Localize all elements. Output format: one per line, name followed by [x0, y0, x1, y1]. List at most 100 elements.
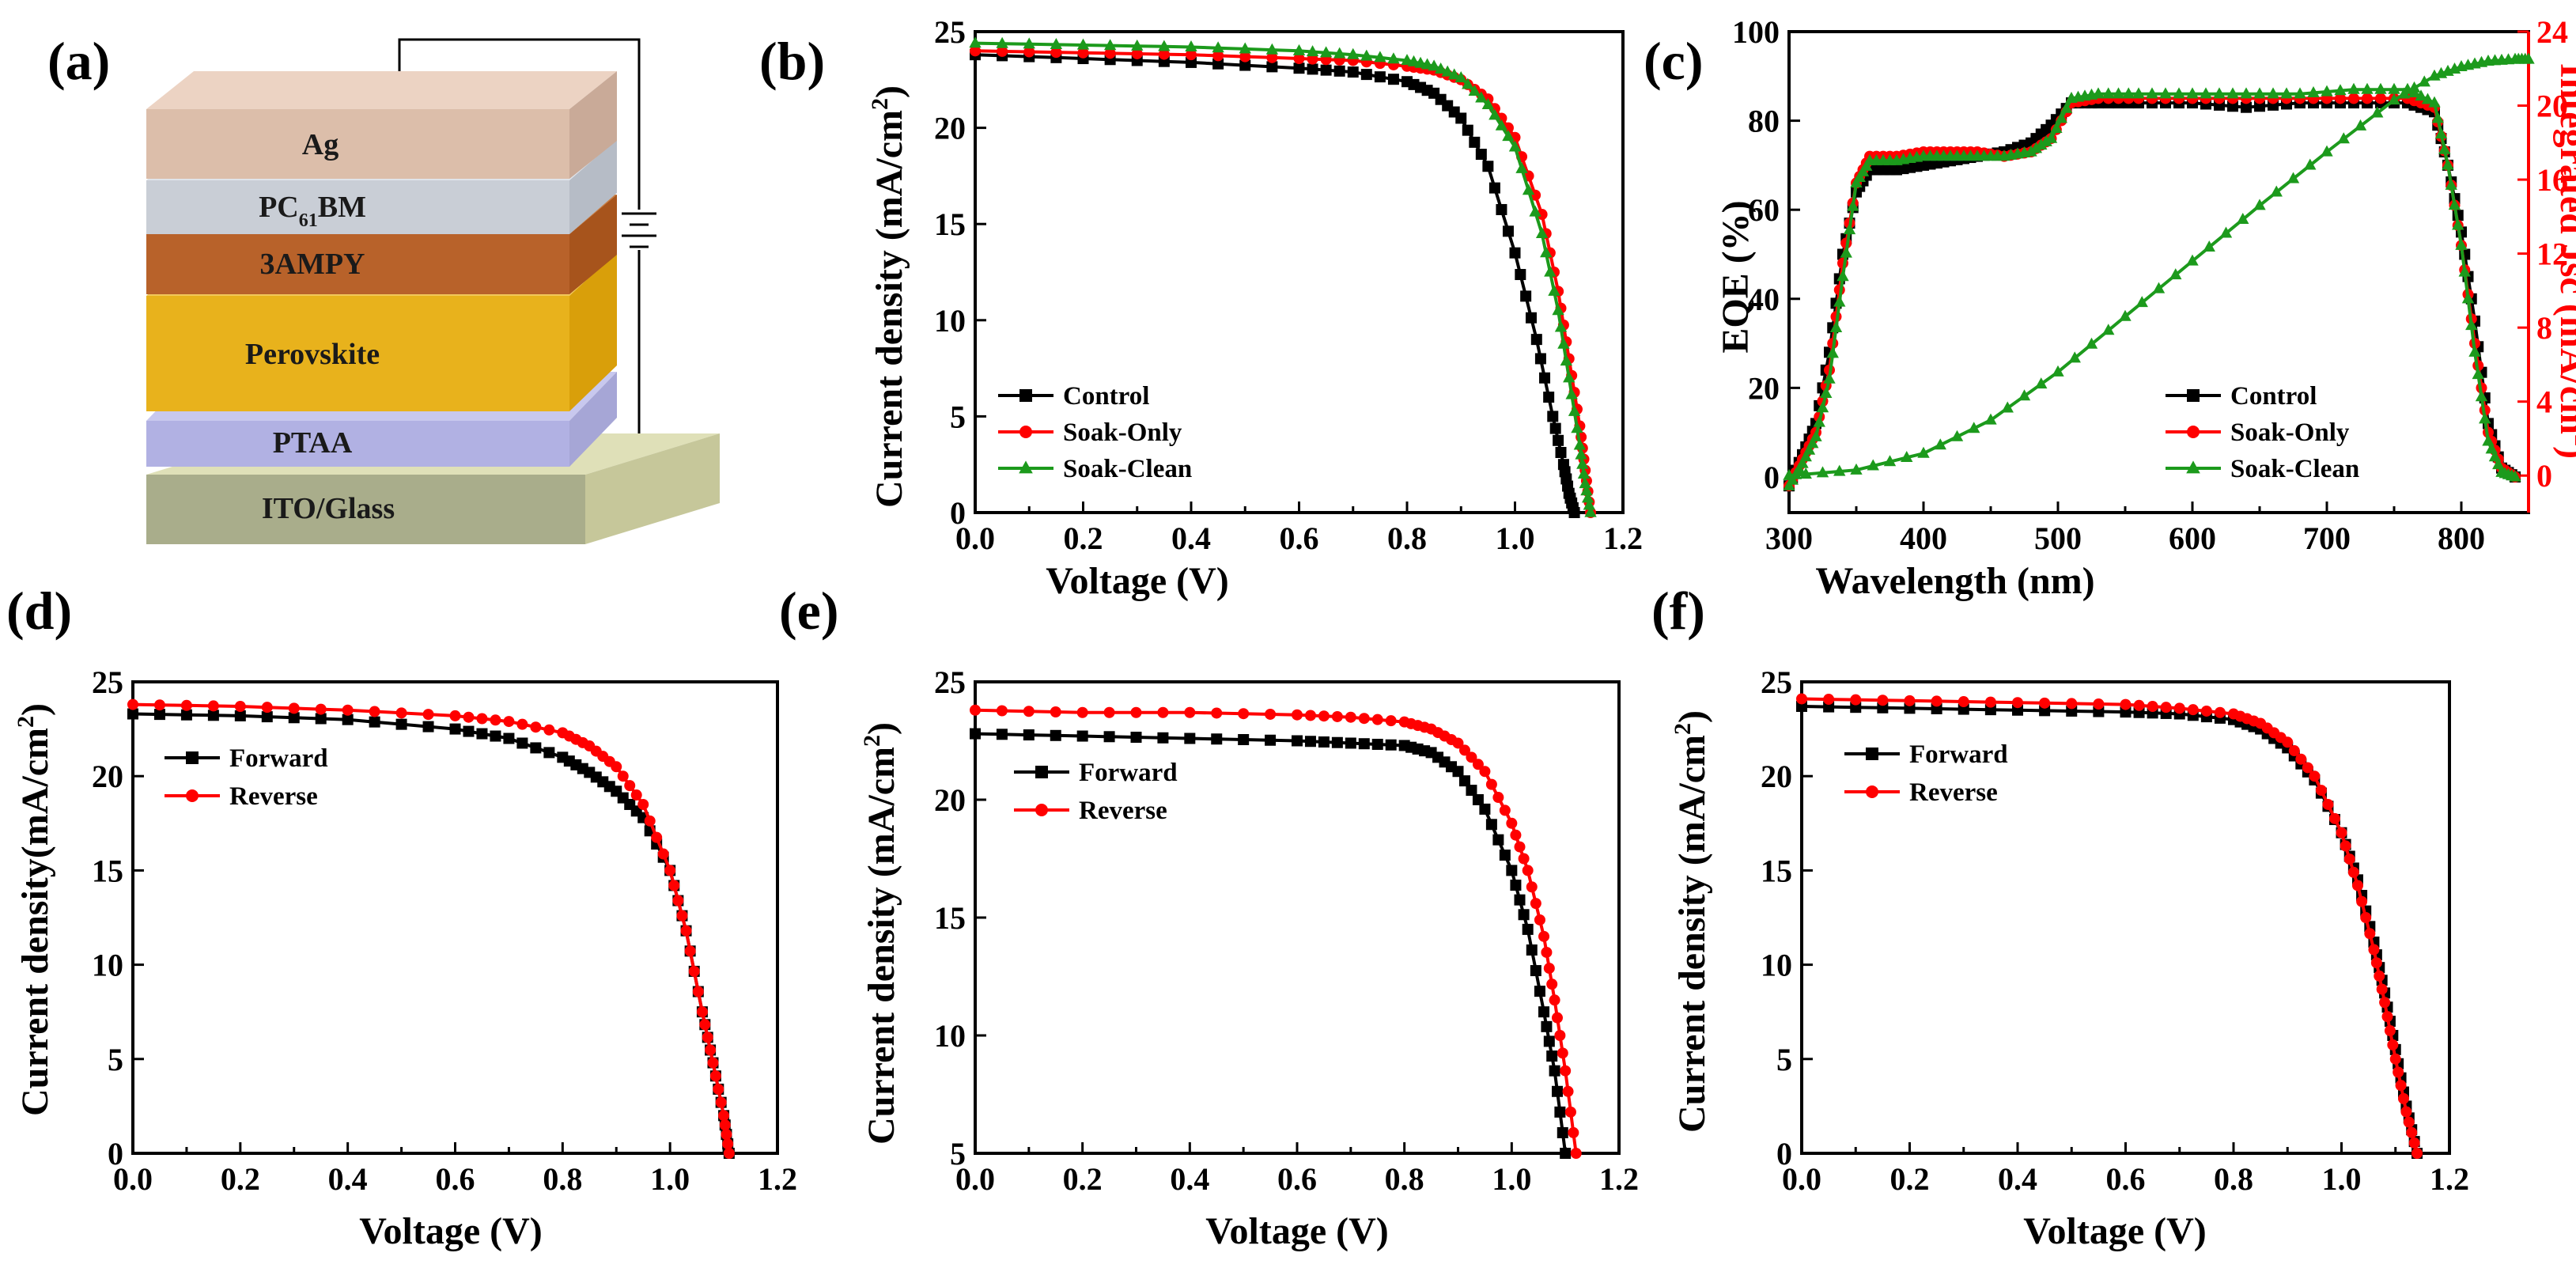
data-point: [1833, 295, 1846, 307]
x-tick-label: 0.6: [2106, 1161, 2146, 1197]
data-point: [1509, 247, 1521, 259]
data-point: [970, 704, 981, 716]
data-point: [2147, 700, 2158, 712]
data-point: [2187, 704, 2199, 716]
data-point: [1130, 732, 1142, 744]
data-point: [1984, 413, 1997, 425]
data-point: [1131, 39, 1144, 51]
series-line: [1801, 705, 2419, 1154]
legend-marker: [186, 789, 199, 802]
data-point: [1239, 51, 1251, 62]
y-tick-label: 5: [108, 1042, 123, 1077]
data-point: [2482, 434, 2495, 446]
data-point: [1904, 695, 1916, 706]
data-point: [1853, 170, 1866, 182]
legend-label: Control: [2230, 382, 2317, 411]
data-point: [969, 36, 982, 48]
series-line: [132, 702, 731, 1154]
data-point: [1534, 986, 1545, 997]
data-point: [2309, 770, 2321, 782]
data-point: [1469, 136, 1481, 148]
data-point: [1847, 199, 1859, 211]
data-point: [1458, 775, 1470, 787]
data-point: [2321, 85, 2333, 97]
y-tick-label: 15: [934, 900, 966, 936]
data-point: [180, 709, 192, 721]
series-forward: [1796, 700, 2423, 1159]
data-point: [1452, 737, 1464, 749]
y-right-tick-label: 12: [2536, 237, 2568, 272]
data-point: [2465, 319, 2478, 331]
y-right-tick-label: 16: [2536, 162, 2568, 198]
series-soak-only: [1784, 93, 2521, 492]
x-tick-label: 0.6: [1277, 1161, 1317, 1197]
x-tick-label: 1.2: [2430, 1161, 2469, 1197]
data-point: [2315, 785, 2327, 797]
y-right-tick-label: 20: [2536, 89, 2568, 124]
data-point: [1530, 334, 1542, 346]
data-point: [2039, 697, 2051, 709]
legend-marker: [1019, 426, 1032, 438]
data-point: [2267, 87, 2279, 99]
data-point: [1796, 693, 1807, 705]
data-point: [2160, 702, 2172, 713]
data-point: [1333, 47, 1346, 59]
data-point: [680, 925, 692, 937]
data-point: [2364, 928, 2376, 940]
legend-entry: Forward: [165, 744, 328, 773]
data-point: [1522, 865, 1534, 876]
legend-marker: [2186, 460, 2200, 474]
y-tick-label: 60: [1748, 192, 1780, 228]
data-point: [2368, 944, 2380, 956]
data-point: [1347, 66, 1359, 78]
data-point: [1810, 430, 1822, 441]
data-point: [516, 718, 528, 730]
data-point: [1131, 47, 1143, 59]
battery-icon: [622, 212, 656, 248]
data-point: [2120, 698, 2132, 710]
series-reverse: [127, 698, 735, 1159]
data-point: [2112, 87, 2125, 99]
series-line: [1787, 88, 2516, 487]
data-point: [1557, 1126, 1568, 1138]
data-point: [676, 910, 688, 922]
data-point: [1371, 738, 1383, 750]
data-point: [1238, 708, 1250, 720]
data-point: [2379, 997, 2391, 1009]
series-reverse: [1796, 693, 2423, 1159]
x-axis-title-f: Voltage (V): [2023, 1210, 2207, 1252]
y-right-tick-label: 24: [2536, 14, 2568, 50]
data-point: [715, 1096, 727, 1108]
data-point: [2052, 365, 2064, 377]
x-tick-label: 0.4: [1998, 1161, 2037, 1197]
x-tick-label: 1.0: [1496, 520, 1535, 556]
data-point: [2335, 93, 2346, 104]
data-point: [2186, 254, 2199, 266]
data-point: [1553, 434, 1564, 446]
data-point: [2270, 185, 2283, 197]
data-point: [2254, 100, 2265, 112]
data-point: [1374, 71, 1386, 83]
data-point: [2294, 87, 2306, 99]
data-point: [1820, 387, 1833, 399]
data-point: [2395, 1080, 2407, 1092]
data-point: [1184, 732, 1196, 744]
data-point: [1499, 850, 1511, 861]
y-tick-label: 15: [934, 206, 966, 242]
layer-ag: Ag: [146, 71, 617, 179]
data-point: [1448, 68, 1461, 80]
data-point: [1023, 37, 1035, 49]
data-point: [1546, 1050, 1558, 1062]
data-point: [1307, 53, 1318, 65]
y-axis-title-e: Current density (mA/cm2): [859, 722, 902, 1145]
data-point: [1441, 65, 1454, 77]
data-point: [1481, 98, 1495, 110]
data-point: [1806, 437, 1819, 449]
y-right-axis-title-c: Integrated Jsc (mA/cm2): [2552, 63, 2576, 459]
data-point: [1570, 1148, 1582, 1159]
legend-marker: [1035, 804, 1048, 816]
data-point: [2219, 226, 2233, 238]
x-tick-label: 400: [1900, 520, 1947, 556]
data-point: [996, 36, 1008, 48]
data-point: [1186, 49, 1197, 61]
